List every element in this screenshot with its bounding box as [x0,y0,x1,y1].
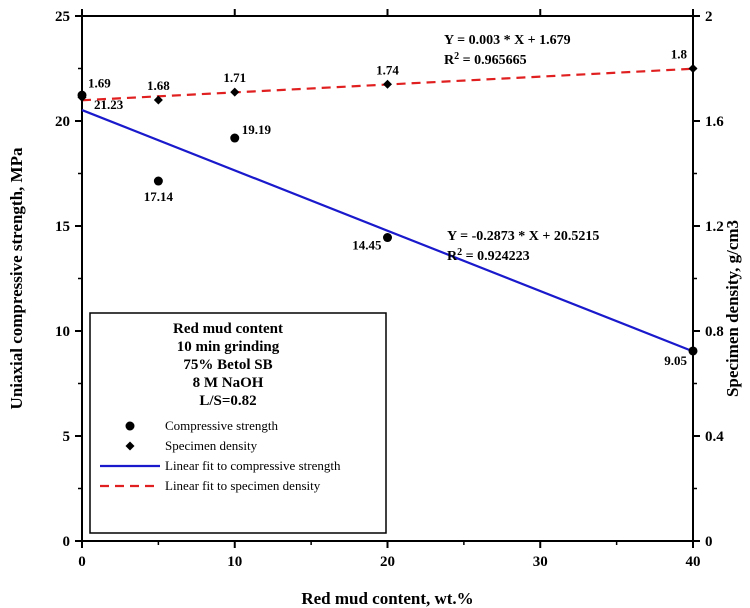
y-tick-label: 0 [63,534,71,550]
strength-data-label: 14.45 [352,238,382,253]
strength-point [230,133,240,143]
legend-entry-label: Linear fit to compressive strength [165,458,341,473]
strength-data-label: 17.14 [144,189,174,204]
legend-title-line: 10 min grinding [177,339,280,355]
strength-fit-r2: R2 = 0.924223 [447,247,530,265]
y2-tick-label: 2 [705,9,713,25]
x-tick-label: 10 [227,554,242,570]
legend: Red mud content 10 min grinding 75% Betol … [89,312,387,534]
y2-tick-label: 0 [705,534,713,550]
fit-equations: Y = -0.2873 * X + 20.5215 R2 = 0.924223 Y … [444,33,599,264]
legend-entry-label: Linear fit to specimen density [165,478,321,493]
density-point [230,87,240,97]
density-fit-equation: Y = 0.003 * X + 1.679 [444,33,571,48]
legend-entry-label: Compressive strength [165,418,279,433]
density-data-label: 1.8 [671,47,688,62]
y-axis-label: Uniaxial compressive strength, MPa [7,147,26,409]
density-point [77,92,87,102]
fit-lines [81,67,694,353]
density-data-label: 1.69 [88,75,111,90]
legend-entry-label: Specimen density [165,438,258,453]
density-data-label: 1.74 [376,62,399,77]
strength-point [688,346,698,356]
y2-axis-label: Specimen density, g/cm3 [723,220,742,397]
legend-title-line: Red mud content [173,321,283,337]
y2-tick-label: 0.8 [705,324,724,340]
strength-data-label: 9.05 [664,353,687,368]
data-labels: 21.23 17.14 19.19 14.45 9.05 1.69 1.68 1.71 1.74… [88,47,688,368]
y-tick-label: 10 [55,324,70,340]
legend-marker-density [125,441,135,451]
y-tick-label: 20 [55,114,70,130]
density-data-label: 1.71 [223,70,246,85]
x-tick-label: 0 [78,554,86,570]
legend-box [89,312,387,534]
data-points [77,64,698,356]
y2-tick-label: 1.2 [705,219,724,235]
strength-fit-line [81,109,694,353]
y-tick-label: 15 [55,219,70,235]
y2-tick-label: 1.6 [705,114,724,130]
legend-title-line: L/S=0.82 [199,393,256,409]
legend-marker-strength [125,421,135,431]
y-tick-label: 5 [63,429,71,445]
x-axis-label: Red mud content, wt.% [301,589,473,608]
legend-title-line: 75% Betol SB [183,357,272,373]
density-point [688,64,698,73]
x-tick-label: 30 [533,554,548,570]
strength-fit-equation: Y = -0.2873 * X + 20.5215 [447,229,599,244]
strength-data-label: 19.19 [242,122,272,137]
x-tick-label: 20 [380,554,395,570]
density-fit-r2: R2 = 0.965665 [444,51,527,69]
strength-point [383,233,392,243]
strength-point [153,176,163,186]
y-tick-label: 25 [55,9,70,25]
density-point [383,79,392,89]
density-point [153,95,163,105]
legend-title-line: 8 M NaOH [193,375,264,391]
y2-tick-label: 0.4 [705,429,724,445]
x-tick-label: 40 [686,554,701,570]
density-data-label: 1.68 [147,78,170,93]
strength-data-label: 21.23 [94,97,124,112]
